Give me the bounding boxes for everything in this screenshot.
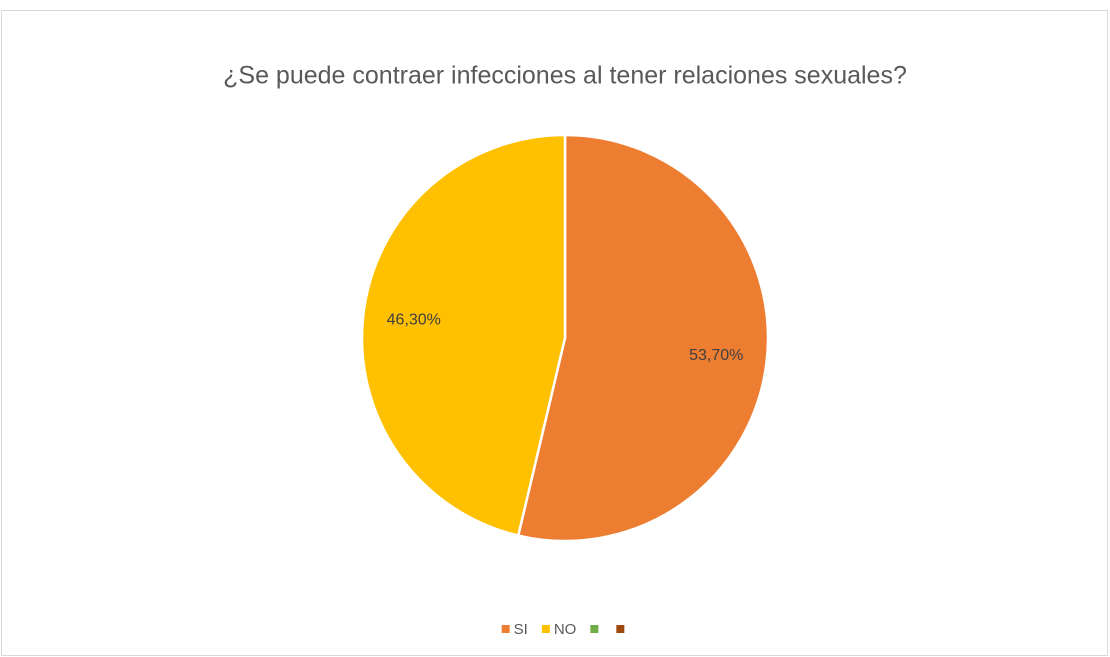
data-label: 46,30% [387,312,441,329]
legend-label: NO [554,621,577,638]
pie-slice [360,133,567,538]
legend: SI NO [501,621,625,638]
legend-swatch [541,625,550,633]
chart-title: ¿Se puede contraer infecciones al tener … [223,62,907,90]
legend-swatch [616,625,625,633]
legend-swatch [590,625,599,633]
pie-slice [516,133,770,543]
legend-swatch [501,625,510,633]
legend-label: SI [514,621,528,638]
data-label: 53,70% [689,347,743,364]
